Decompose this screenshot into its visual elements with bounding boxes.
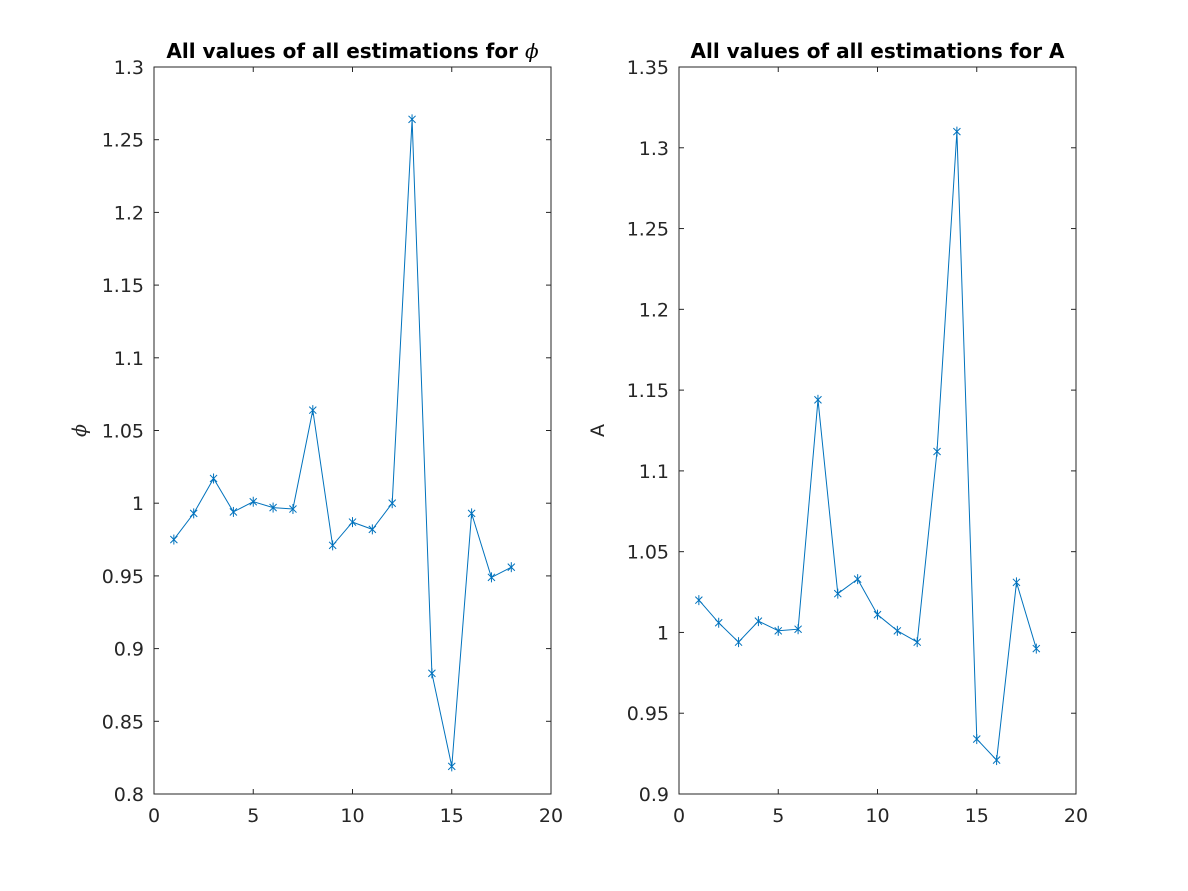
x-tick-label: 0: [148, 805, 160, 827]
data-point-marker: [249, 496, 258, 507]
data-point-marker: [507, 562, 516, 573]
x-tick-label: 15: [965, 805, 989, 827]
data-point-marker: [754, 616, 763, 627]
data-point-marker: [368, 524, 377, 535]
y-axis-label: A: [587, 424, 609, 437]
data-point-marker: [734, 637, 743, 648]
x-tick-label: 0: [673, 805, 685, 827]
data-point-marker: [933, 446, 941, 457]
chart-title: All values of all estimations for A: [690, 39, 1065, 63]
y-tick-label: 1.3: [639, 138, 669, 160]
data-point-marker: [209, 473, 218, 484]
data-point-marker: [447, 761, 456, 772]
data-point-marker: [774, 625, 783, 636]
data-point-marker: [1012, 577, 1021, 588]
chart-title-text: All values of all estimations for: [166, 39, 525, 63]
y-tick-label: 1.15: [627, 380, 669, 402]
axes-box: [153, 66, 552, 795]
data-point-marker: [388, 498, 397, 509]
y-tick-label: 1.15: [102, 275, 144, 297]
y-tick-label: 1.05: [102, 421, 144, 443]
y-tick-label: 1: [657, 622, 669, 644]
data-point-marker: [972, 734, 981, 745]
x-tick-label: 10: [865, 805, 889, 827]
y-tick-label: 1: [132, 493, 144, 515]
y-tick-label: 0.9: [114, 639, 144, 661]
data-point-marker: [328, 540, 337, 551]
y-tick-label: 1.25: [102, 130, 144, 152]
data-point-marker: [487, 572, 496, 583]
y-tick-label: 1.1: [639, 461, 669, 483]
y-tick-label: 1.05: [627, 542, 669, 564]
x-tick-label: 10: [340, 805, 364, 827]
data-point-marker: [913, 637, 922, 648]
y-tick-label: 1.25: [627, 219, 669, 241]
data-point-marker: [189, 508, 198, 519]
y-tick-label: 1.1: [114, 348, 144, 370]
subplot-a: 0 5 10 15 20 0.9 0.95 1 1.05 1.1 1.15 1.2 1.25 1.3 1.3…: [587, 39, 1088, 827]
y-tick-label: 0.85: [102, 711, 144, 733]
data-point-marker: [229, 506, 238, 517]
y-tick-label: 1.35: [627, 57, 669, 79]
data-point-marker: [269, 502, 277, 513]
x-tick-label: 20: [1064, 805, 1088, 827]
y-tick-label: 1.2: [639, 299, 669, 321]
series-line: [698, 131, 1037, 762]
data-point-marker: [893, 625, 902, 636]
subplot-phi: 0 5 10 15 20 0.8 0.85 0.9 0.95 1 1.05 1.1 1.15 1.2 1.2…: [69, 39, 563, 827]
data-point-marker: [953, 126, 961, 137]
data-point-marker: [853, 574, 862, 585]
data-point-marker: [467, 508, 476, 519]
data-point-marker: [169, 534, 178, 545]
x-tick-label: 15: [440, 805, 464, 827]
y-axis-label: ϕ: [69, 424, 91, 437]
series-line: [173, 119, 512, 767]
y-tick-label: 0.95: [627, 703, 669, 725]
data-point-marker: [289, 504, 297, 515]
x-tick-label: 5: [247, 805, 259, 827]
data-point-marker: [992, 755, 1001, 766]
axes-box: [678, 66, 1077, 795]
data-point-marker: [714, 617, 723, 628]
data-point-marker: [428, 668, 436, 679]
y-tick-label: 0.95: [102, 566, 144, 588]
data-point-marker: [794, 624, 802, 635]
chart-title-text: All values of all estimations for A: [690, 39, 1065, 63]
data-point-marker: [833, 588, 842, 599]
y-tick-label: 0.9: [639, 784, 669, 806]
y-tick-label: 1.3: [114, 57, 144, 79]
x-tick-label: 5: [772, 805, 784, 827]
y-tick-label: 1.2: [114, 202, 144, 224]
chart-title-symbol: ϕ: [525, 39, 539, 63]
data-point-marker: [408, 114, 416, 125]
y-tick-label: 0.8: [114, 784, 144, 806]
chart-title: All values of all estimations for ϕ: [166, 39, 539, 63]
data-point-marker: [694, 595, 703, 606]
data-point-marker: [1032, 643, 1041, 654]
data-point-marker: [814, 394, 822, 405]
data-point-marker: [308, 405, 317, 416]
data-point-marker: [348, 517, 357, 528]
x-tick-label: 20: [539, 805, 563, 827]
data-point-marker: [873, 609, 882, 620]
